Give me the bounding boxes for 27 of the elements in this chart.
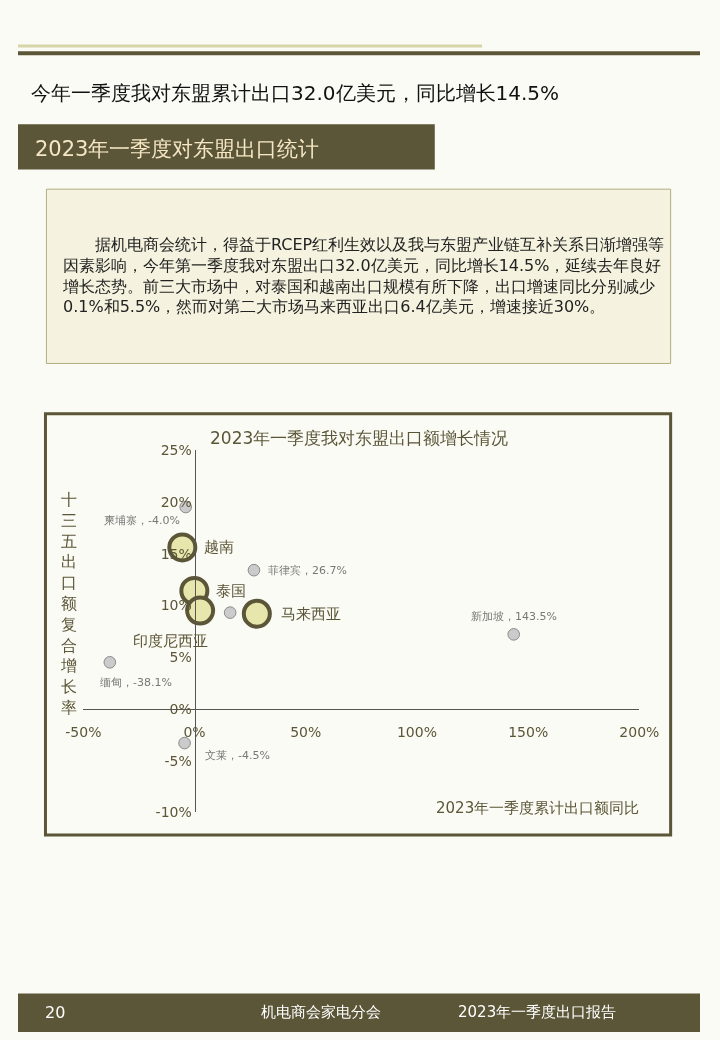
annotation: 菲律宾，26.7% (268, 564, 347, 577)
annotation: 柬埔寨，-4.0% (104, 514, 180, 527)
annotation: 泰国 (216, 582, 246, 600)
text: 20 (45, 1003, 66, 1022)
x-axis-title: 2023年一季度累计出口额同比 (436, 799, 640, 817)
y-tick-label: -10% (155, 804, 192, 821)
x-tick-label: 150% (508, 723, 549, 740)
annotation: 新加坡，143.5% (471, 610, 557, 623)
text: 2023年一季度出口报告 (458, 1003, 617, 1021)
text: 十三五出口额复合增长率 (61, 490, 77, 717)
annotation: 越南 (204, 538, 234, 556)
text: 2023年一季度对东盟出口统计 (35, 137, 320, 161)
y-tick-label: 5% (169, 649, 192, 666)
chart-title: 2023年一季度我对东盟出口额增长情况 (210, 428, 509, 448)
x-tick-label: 100% (396, 723, 437, 740)
x-tick-label: 50% (290, 723, 322, 740)
x-tick-label: 200% (619, 723, 660, 740)
y-tick-label: 25% (160, 441, 192, 458)
annotation: 缅甸，-38.1% (100, 676, 172, 689)
text: 机电商会家电分会 (261, 1003, 381, 1021)
annotation: 马来西亚 (281, 605, 341, 623)
x-tick-label: -50% (65, 723, 102, 740)
y-tick-label: -5% (164, 752, 192, 769)
text: 今年一季度我对东盟累计出口32.0亿美元，同比增长14.5% (31, 81, 560, 105)
text: 据机电商会统计，得益于RCEP红利生效以及我与东盟产业链互补关系日渐增强等因素影响，今年第一季度我对东盟出口32.0亿美元，同比增长14.5%，延续去年良好增长态势。前三大市场中，对泰国和越南出口规模有所下降，出口增速同比分别减少0.1%和5.5%，然而对第二大市场马来西亚出口6.4亿美元，增速接近30%。 (62, 235, 665, 317)
annotation: 文莱，-4.5% (205, 749, 270, 762)
y-tick-label: 20% (160, 493, 192, 510)
